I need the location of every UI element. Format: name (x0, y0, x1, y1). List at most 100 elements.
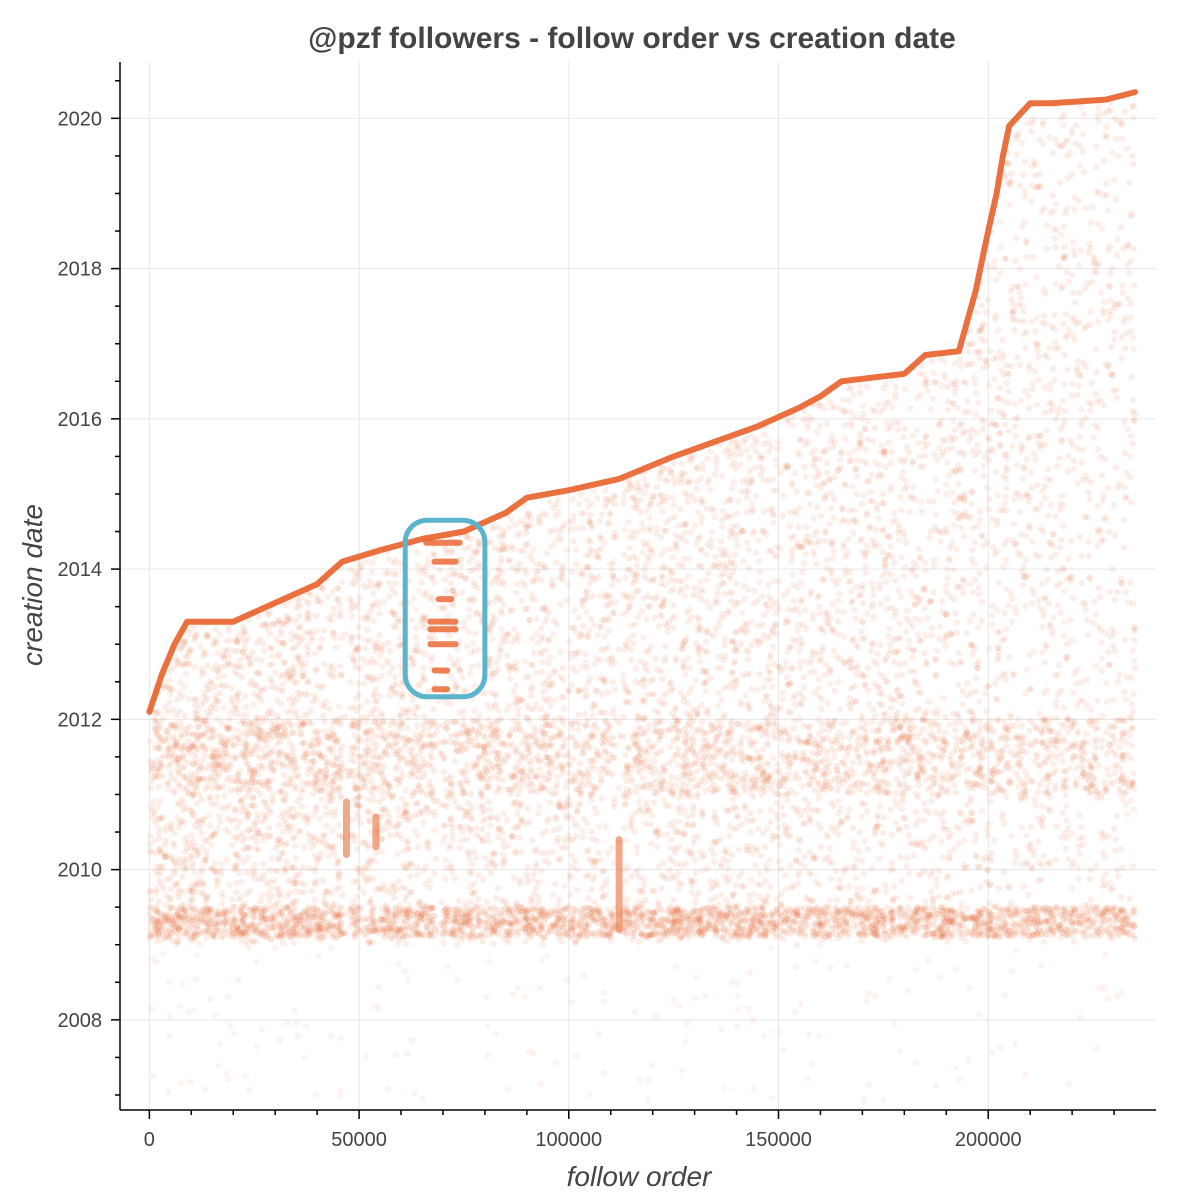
data-point (620, 824, 628, 832)
data-point (253, 655, 260, 663)
data-point (763, 531, 770, 538)
data-point (440, 939, 448, 947)
data-point (1050, 365, 1057, 372)
data-point (670, 501, 677, 508)
data-point (895, 426, 902, 433)
data-point (873, 526, 880, 533)
data-point (912, 572, 919, 580)
data-point (351, 758, 358, 765)
data-point (500, 858, 507, 865)
data-point (800, 674, 807, 681)
data-point (382, 570, 390, 577)
data-point (832, 867, 840, 875)
data-point (964, 398, 971, 405)
data-point (356, 910, 363, 918)
data-point (1011, 423, 1018, 430)
data-point (790, 927, 797, 934)
data-point (953, 1065, 960, 1072)
data-point (714, 820, 721, 827)
data-point (939, 695, 947, 702)
data-point (972, 380, 979, 387)
data-point (864, 780, 872, 788)
data-point (672, 655, 680, 662)
data-point (638, 759, 646, 766)
data-point (891, 395, 899, 402)
data-point (386, 579, 393, 586)
data-point (239, 838, 247, 845)
data-point (830, 554, 837, 562)
data-point (1084, 617, 1091, 624)
data-point (1026, 727, 1033, 734)
data-point (906, 751, 913, 759)
data-point (319, 832, 327, 839)
data-point (1121, 418, 1128, 426)
data-point (874, 814, 881, 822)
data-point (293, 678, 300, 685)
data-point (371, 858, 378, 865)
data-point (1003, 912, 1010, 920)
data-point (457, 556, 465, 563)
data-point (881, 657, 888, 664)
data-point (329, 589, 336, 596)
data-point (647, 678, 654, 685)
data-point (275, 899, 282, 906)
data-point (1108, 731, 1115, 738)
data-point (204, 745, 211, 752)
data-point (1110, 502, 1118, 509)
data-point (1060, 223, 1068, 230)
data-point (817, 943, 824, 950)
data-point (1030, 851, 1038, 859)
data-point (336, 884, 343, 891)
data-point (506, 675, 514, 682)
data-point (761, 843, 769, 851)
data-point (985, 382, 992, 389)
data-point (863, 460, 871, 467)
data-point (1118, 988, 1125, 996)
data-point (285, 806, 292, 813)
data-point (1061, 381, 1068, 388)
data-point (414, 832, 421, 839)
data-point (817, 843, 825, 851)
data-point (901, 660, 909, 667)
data-point (1000, 563, 1007, 570)
data-point (943, 581, 950, 589)
data-point (475, 895, 482, 903)
data-point (232, 865, 240, 872)
data-point (861, 737, 868, 745)
data-point (885, 975, 893, 983)
data-point (779, 512, 786, 519)
data-point (1058, 231, 1065, 238)
data-point (643, 913, 650, 920)
data-point (379, 663, 386, 670)
data-point (969, 913, 977, 920)
data-point (324, 594, 331, 601)
data-point (336, 747, 344, 754)
data-point (918, 508, 925, 516)
data-point (760, 1033, 767, 1040)
data-point (1022, 925, 1029, 933)
data-point (312, 650, 319, 657)
data-point (731, 478, 738, 486)
data-point (978, 598, 985, 606)
data-point (512, 694, 519, 701)
data-point (591, 660, 598, 668)
data-point (1040, 689, 1048, 696)
data-point (930, 588, 937, 596)
data-point (859, 780, 866, 787)
data-point (1094, 910, 1102, 917)
data-point (583, 915, 591, 922)
data-point (1125, 179, 1133, 186)
data-point (904, 854, 911, 861)
data-point (810, 928, 817, 935)
data-point (213, 876, 220, 884)
data-point (916, 370, 923, 377)
data-point (903, 823, 910, 831)
data-point (1008, 618, 1016, 625)
data-point (547, 543, 554, 550)
data-point (718, 472, 726, 479)
data-point (926, 534, 933, 542)
data-point (906, 637, 913, 645)
data-point (1059, 809, 1067, 817)
data-point (980, 772, 988, 780)
data-point (317, 684, 324, 691)
